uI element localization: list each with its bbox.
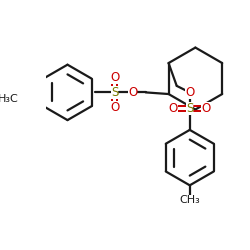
Text: O: O: [110, 100, 120, 114]
Text: O: O: [169, 102, 178, 115]
Text: CH₃: CH₃: [180, 195, 200, 205]
Text: S: S: [111, 86, 118, 99]
Text: S: S: [186, 102, 194, 115]
Text: O: O: [202, 102, 211, 115]
Text: O: O: [110, 71, 120, 84]
Text: O: O: [185, 86, 194, 99]
Text: H₃C: H₃C: [0, 94, 18, 104]
Text: O: O: [128, 86, 137, 99]
